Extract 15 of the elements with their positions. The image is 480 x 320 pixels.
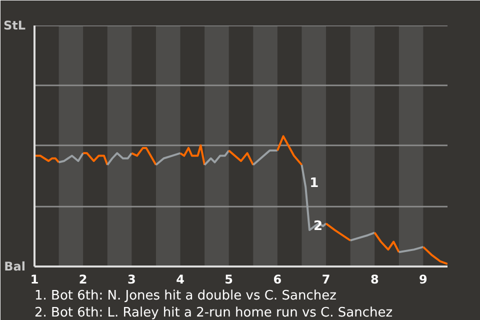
x-tick-label: 7 (322, 272, 330, 286)
x-tick-label: 1 (30, 272, 39, 286)
text: 1. Bot 6th: N. Jones hit a double vs C. Sanchez (34, 288, 337, 304)
x-tick-label: 5 (224, 272, 234, 286)
x-tick-label: 6 (273, 272, 282, 286)
text: 2. Bot 6th: L. Raley hit a 2-run home run vs C. Sanchez (34, 306, 393, 320)
x-tick-label: 2 (78, 272, 88, 286)
x-tick-label: 8 (370, 272, 379, 286)
annotation: 1 (310, 176, 319, 192)
text: Bal (4, 260, 26, 274)
x-tick-label: 9 (419, 272, 428, 286)
x-tick-label: 3 (128, 272, 136, 286)
ref-line-label: StL (3, 18, 26, 32)
x-tick-label: 4 (176, 272, 184, 286)
annotation: 2 (314, 219, 323, 234)
